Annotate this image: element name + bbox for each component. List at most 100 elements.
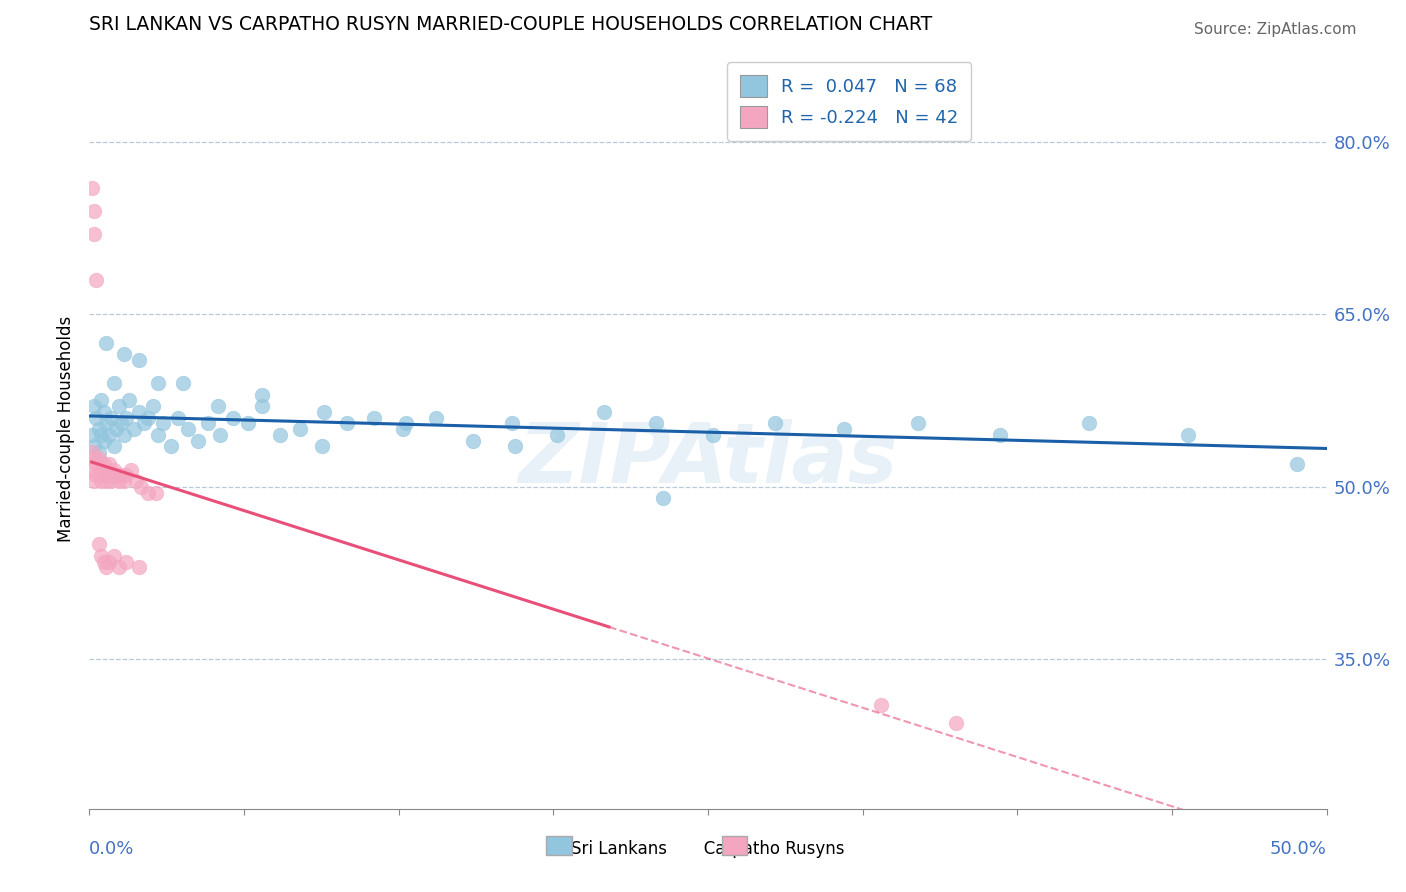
Point	[93, 405, 115, 419]
Point	[425, 410, 447, 425]
Point	[152, 417, 174, 431]
Point	[80, 445, 103, 459]
Point	[172, 376, 194, 391]
Text: Source: ZipAtlas.com: Source: ZipAtlas.com	[1194, 22, 1357, 37]
Point	[105, 468, 128, 483]
Point	[988, 428, 1011, 442]
Point	[112, 428, 135, 442]
Point	[110, 468, 132, 483]
Point	[80, 462, 103, 476]
Point	[546, 428, 568, 442]
Point	[90, 428, 112, 442]
Point	[112, 474, 135, 488]
Point	[87, 537, 110, 551]
Point	[86, 468, 108, 483]
Point	[907, 417, 929, 431]
Point	[93, 434, 115, 448]
Point	[363, 410, 385, 425]
Point	[83, 474, 105, 488]
Point	[97, 468, 120, 483]
Point	[83, 399, 105, 413]
Point	[80, 180, 103, 194]
Point	[96, 462, 118, 476]
Point	[142, 399, 165, 413]
Point	[83, 440, 105, 454]
Point	[1078, 417, 1101, 431]
Point	[311, 440, 333, 454]
Point	[207, 399, 229, 413]
Point	[107, 474, 129, 488]
Point	[128, 405, 150, 419]
Point	[93, 457, 115, 471]
Point	[112, 347, 135, 361]
Point	[96, 417, 118, 431]
Point	[86, 272, 108, 286]
Point	[461, 434, 484, 448]
Point	[314, 405, 336, 419]
Point	[110, 417, 132, 431]
Point	[86, 410, 108, 425]
Point	[83, 227, 105, 241]
Point	[252, 399, 274, 413]
Legend: R =  0.047   N = 68, R = -0.224   N = 42: R = 0.047 N = 68, R = -0.224 N = 42	[727, 62, 972, 141]
Point	[86, 457, 108, 471]
Point	[269, 428, 291, 442]
Point	[129, 480, 152, 494]
Point	[125, 474, 148, 488]
Point	[145, 485, 167, 500]
Point	[138, 410, 160, 425]
Point	[97, 428, 120, 442]
Point	[221, 410, 243, 425]
Point	[503, 440, 526, 454]
Point	[103, 376, 125, 391]
Point	[103, 549, 125, 563]
Point	[93, 468, 115, 483]
Y-axis label: Married-couple Households: Married-couple Households	[58, 316, 75, 542]
Point	[501, 417, 523, 431]
Point	[177, 422, 200, 436]
Point	[87, 450, 110, 465]
Point	[115, 410, 138, 425]
Text: SRI LANKAN VS CARPATHO RUSYN MARRIED-COUPLE HOUSEHOLDS CORRELATION CHART: SRI LANKAN VS CARPATHO RUSYN MARRIED-COU…	[89, 15, 932, 34]
Point	[593, 405, 616, 419]
Point	[120, 462, 142, 476]
Point	[652, 491, 675, 506]
Point	[148, 376, 170, 391]
Point	[288, 422, 311, 436]
Point	[107, 560, 129, 574]
Point	[945, 715, 967, 730]
Point	[100, 474, 122, 488]
Text: 50.0%: 50.0%	[1270, 840, 1327, 858]
Point	[159, 440, 181, 454]
Point	[122, 422, 145, 436]
Point	[97, 457, 120, 471]
Point	[103, 440, 125, 454]
Point	[115, 555, 138, 569]
Text: Sri Lankans       Carpatho Rusyns: Sri Lankans Carpatho Rusyns	[571, 840, 845, 858]
Point	[80, 428, 103, 442]
Point	[118, 393, 141, 408]
Point	[97, 555, 120, 569]
Point	[90, 549, 112, 563]
Point	[1286, 457, 1309, 471]
Point	[90, 462, 112, 476]
Point	[252, 387, 274, 401]
Point	[209, 428, 232, 442]
Point	[96, 335, 118, 350]
Point	[96, 560, 118, 574]
Point	[395, 417, 418, 431]
Point	[128, 353, 150, 368]
Point	[197, 417, 219, 431]
Point	[132, 417, 155, 431]
Point	[107, 399, 129, 413]
Point	[392, 422, 415, 436]
Point	[105, 422, 128, 436]
Point	[187, 434, 209, 448]
Point	[96, 474, 118, 488]
Text: ZIPAtlas: ZIPAtlas	[519, 419, 897, 500]
Point	[167, 410, 190, 425]
Point	[83, 450, 105, 465]
Point	[870, 698, 893, 713]
Point	[103, 462, 125, 476]
Point	[763, 417, 786, 431]
